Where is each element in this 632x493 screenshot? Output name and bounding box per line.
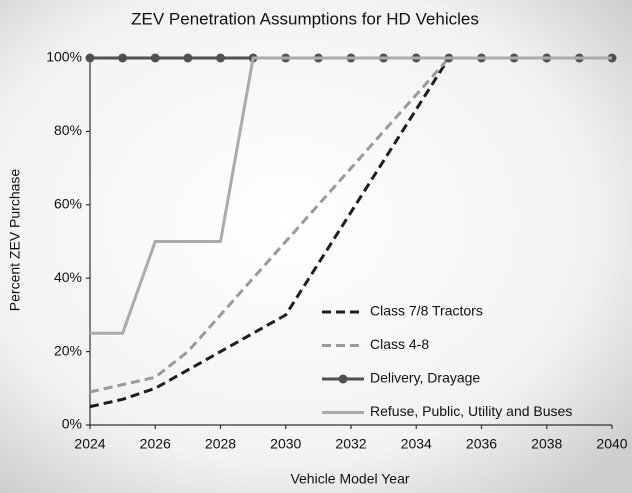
series-marker (118, 53, 128, 63)
y-tick-label: 20% (54, 342, 82, 358)
x-tick-label: 2032 (335, 436, 366, 452)
x-tick-label: 2024 (74, 436, 105, 452)
x-tick-label: 2026 (140, 436, 171, 452)
y-tick-label: 60% (54, 196, 82, 212)
y-tick-label: 40% (54, 269, 82, 285)
series-marker (216, 53, 225, 63)
x-tick-label: 2036 (466, 436, 497, 452)
x-tick-label: 2034 (401, 436, 432, 452)
legend-label: Delivery, Drayage (370, 370, 480, 386)
x-tick-label: 2030 (270, 436, 301, 452)
series-line (89, 56, 612, 409)
x-tick-label: 2038 (531, 436, 562, 452)
y-tick-label: 0% (62, 416, 82, 432)
series-marker (183, 53, 193, 63)
chart-title: ZEV Penetration Assumptions for HD Vehic… (131, 9, 479, 28)
x-axis-label: Vehicle Model Year (290, 471, 409, 487)
series-marker (150, 53, 160, 63)
series-line (90, 56, 612, 335)
legend-label: Class 7/8 Tractors (370, 303, 483, 319)
legend-marker (338, 374, 348, 384)
y-tick-label: 100% (46, 49, 82, 65)
y-axis-label: Percent ZEV Purchase (7, 169, 23, 312)
x-tick-label: 2040 (596, 436, 627, 452)
x-tick-label: 2028 (205, 436, 236, 452)
y-tick-label: 80% (54, 122, 82, 138)
series-marker (85, 53, 95, 63)
legend-label: Refuse, Public, Utility and Buses (370, 403, 572, 419)
legend-label: Class 4-8 (370, 336, 429, 352)
